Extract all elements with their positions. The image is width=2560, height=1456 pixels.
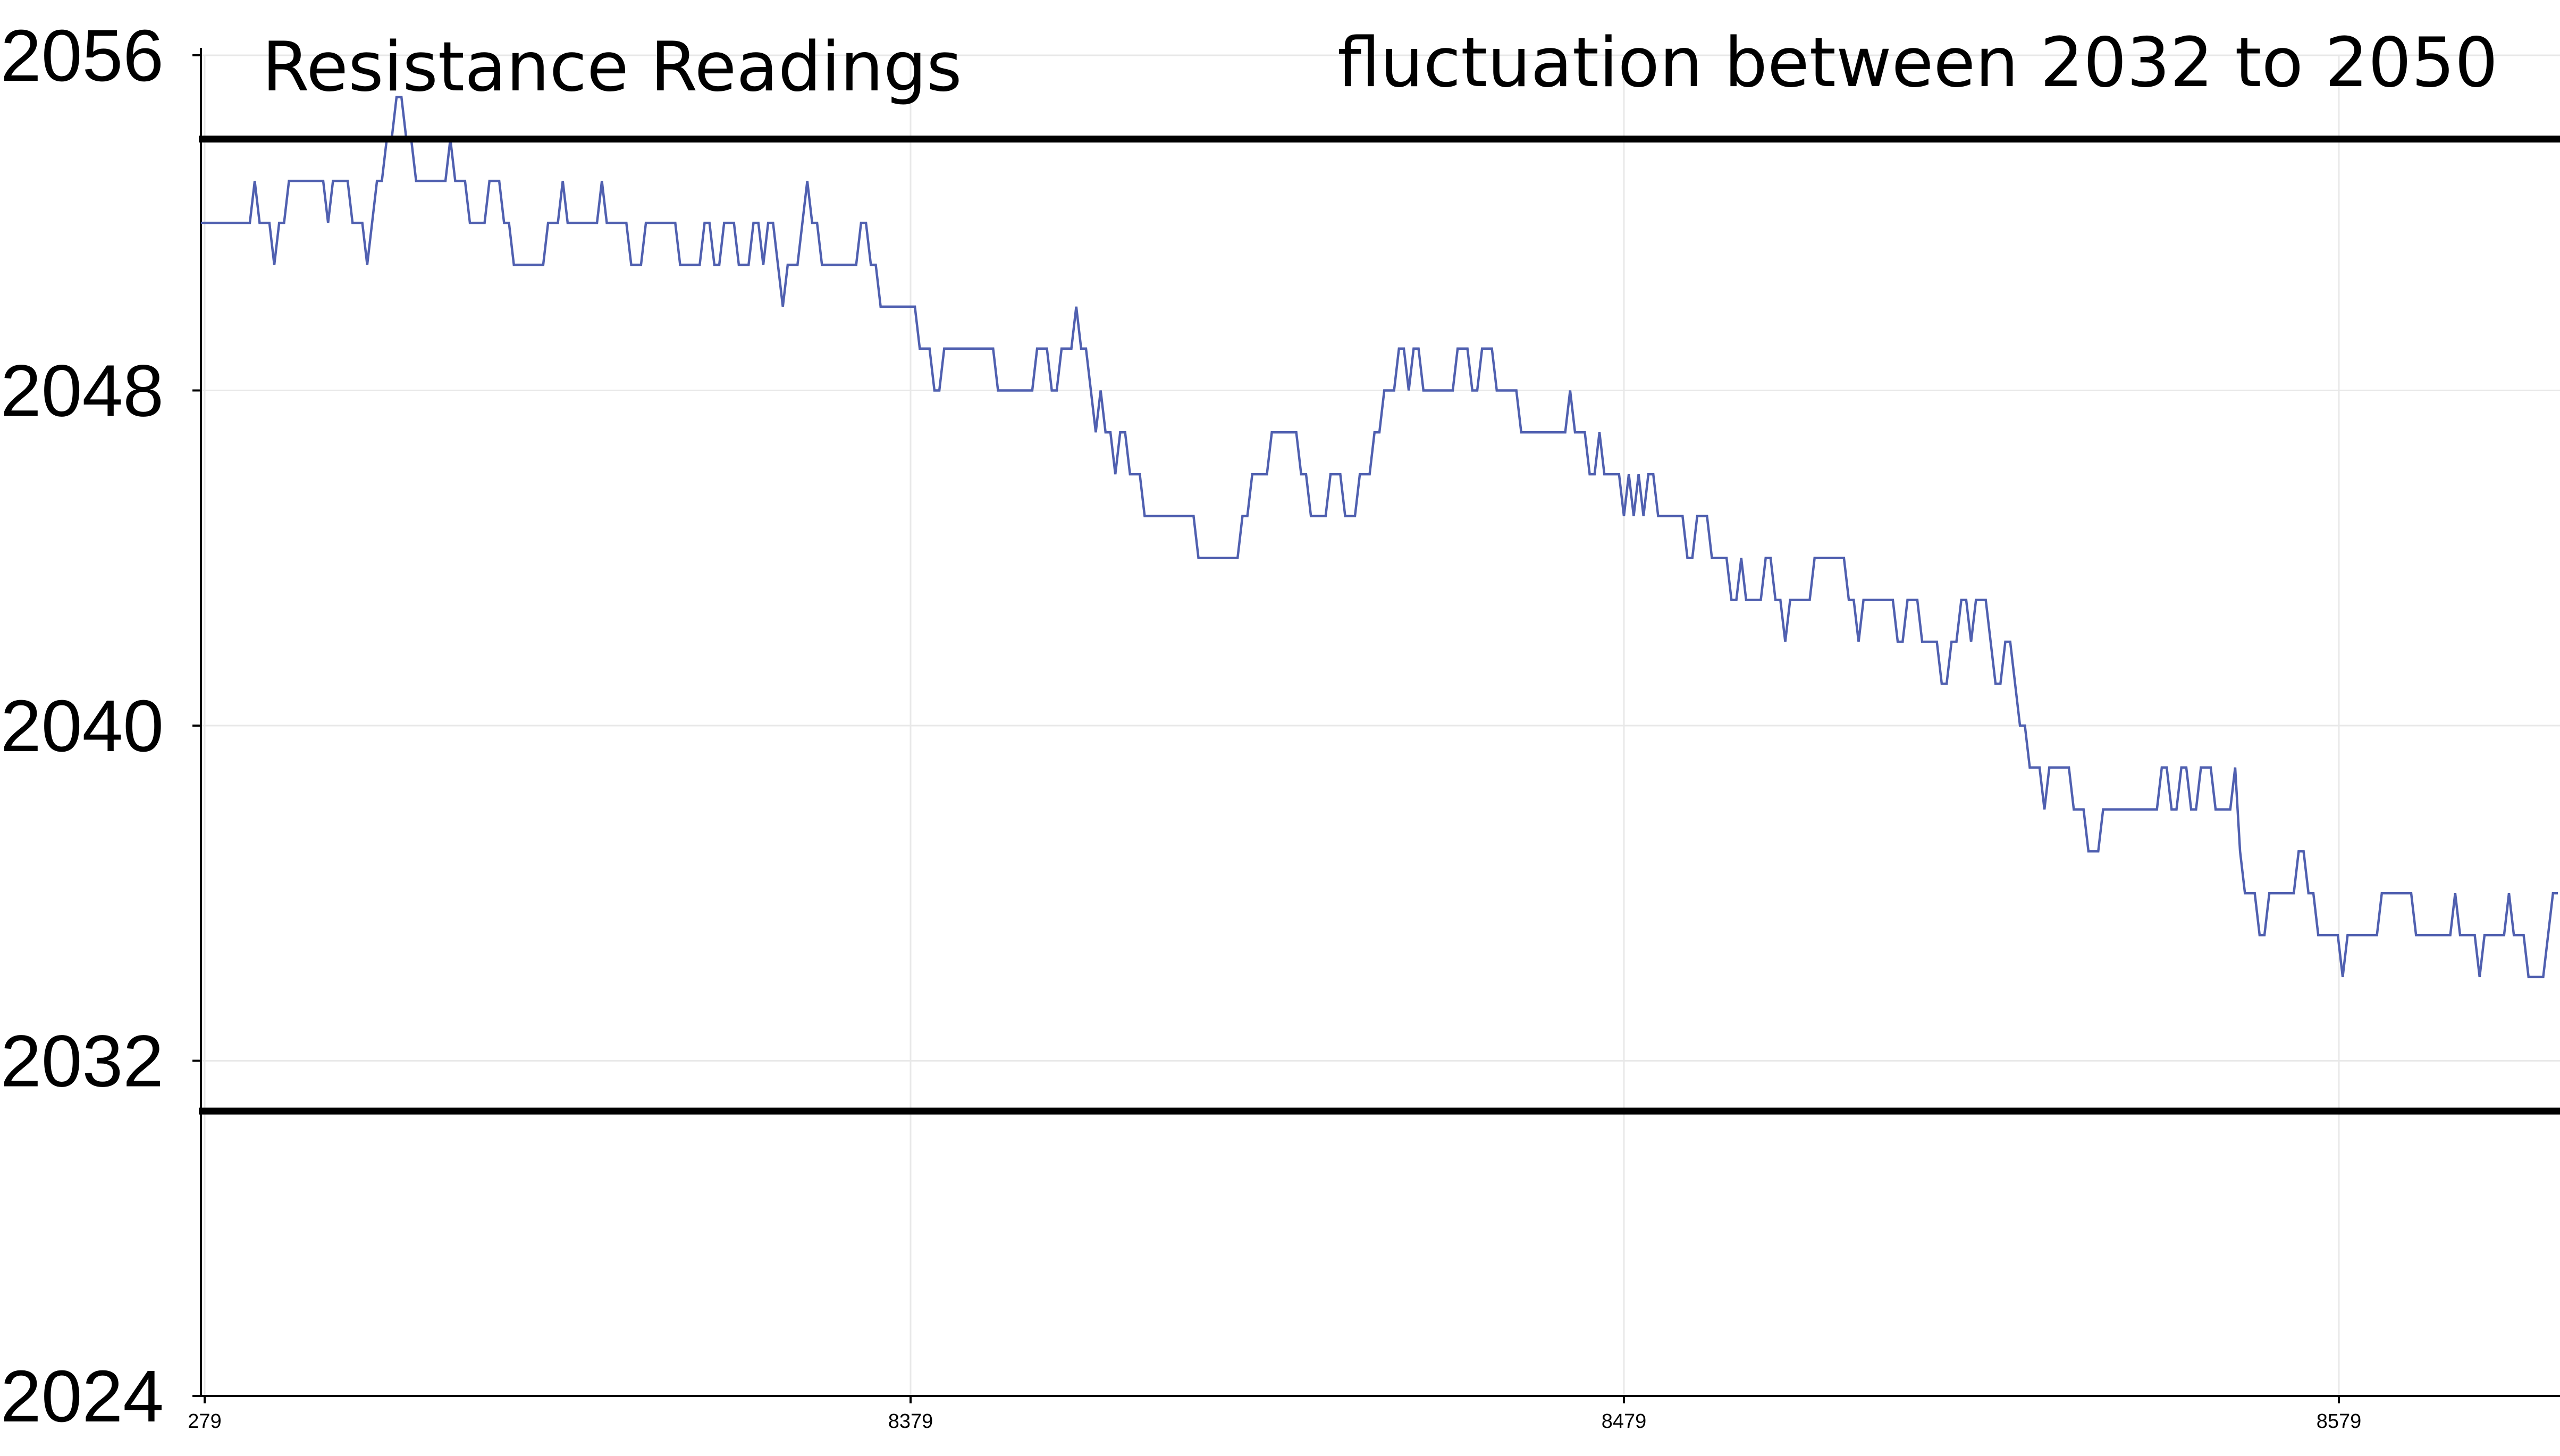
y-tick-label: 2056 xyxy=(1,15,164,97)
y-tick-label: 2048 xyxy=(1,350,164,432)
chart-annotation: fluctuation between 2032 to 2050 xyxy=(1337,23,2498,103)
axis-labels: 2024 2032 2040 2048 2056 279 8379 8479 8579 xyxy=(1,15,2361,1437)
chart-title: Resistance Readings xyxy=(262,28,962,107)
x-tick-label: 8479 xyxy=(1602,1410,1647,1433)
y-tick-label: 2040 xyxy=(1,685,164,767)
x-tick-label: 279 xyxy=(188,1410,221,1433)
y-tick-label: 2024 xyxy=(1,1356,164,1437)
axes-layer xyxy=(192,48,2560,1403)
series-layer xyxy=(201,96,2558,979)
x-tick-label: 8579 xyxy=(2317,1410,2362,1433)
series-line xyxy=(201,96,2558,979)
grid-layer xyxy=(201,54,2560,1397)
y-tick-label: 2032 xyxy=(1,1021,164,1102)
x-tick-label: 8379 xyxy=(888,1410,933,1433)
reference-lines xyxy=(199,136,2560,1115)
